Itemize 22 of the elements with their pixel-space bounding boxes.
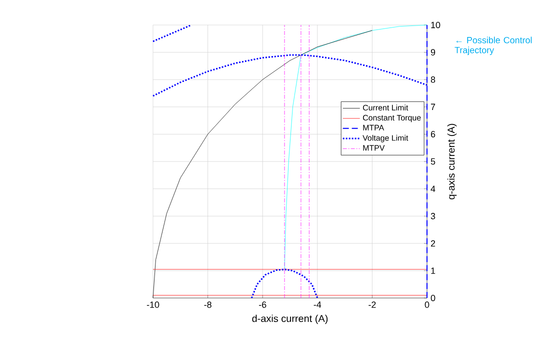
x-tick-label: -8 (204, 302, 212, 308)
y-tick-label: 8 (430, 76, 436, 83)
x-tick-label: -6 (259, 302, 266, 308)
y-tick-label: 5 (430, 158, 436, 165)
line-series (284, 24, 428, 270)
y-tick-label: 3 (430, 212, 436, 220)
line-series (250, 268, 318, 299)
y-tick-label: 6 (430, 131, 436, 138)
y-tick-label: 2 (430, 240, 436, 247)
x-tick-label: -2 (368, 302, 376, 308)
x-axis-title: d-axis current (A) (252, 314, 328, 324)
x-tick-label: 0 (424, 302, 430, 308)
y-tick-label: 1 (431, 268, 436, 274)
y-tick-label: 10 (431, 22, 440, 28)
y-tick-label: 9 (430, 49, 436, 56)
text: ← Possible Control Trajectory (454, 36, 532, 56)
y-axis-title: q-axis current (A) (447, 124, 457, 200)
x-tick-label: -4 (314, 302, 322, 308)
y-tick-label: 0 (430, 294, 436, 302)
y-tick-label: 4 (430, 186, 436, 192)
y-tick-label: 7 (430, 104, 436, 110)
x-tick-label: -10 (146, 302, 160, 308)
